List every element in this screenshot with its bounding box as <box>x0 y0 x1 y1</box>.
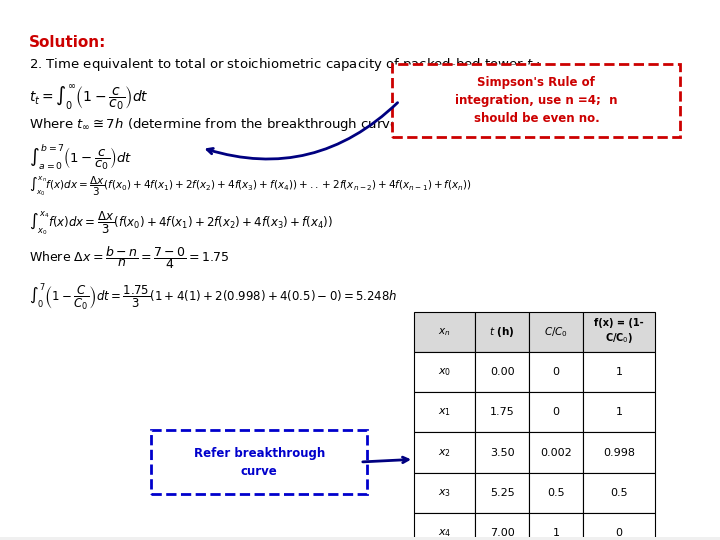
FancyBboxPatch shape <box>475 513 529 540</box>
FancyBboxPatch shape <box>529 392 583 433</box>
FancyBboxPatch shape <box>583 352 655 392</box>
Text: Where $t_{\infty} \cong 7h$ (determine from the breakthrough curve at $c/c_0$= 1: Where $t_{\infty} \cong 7h$ (determine f… <box>29 116 487 132</box>
Text: 1.75: 1.75 <box>490 407 515 417</box>
Text: $\int_{a=0}^{b=7}\left(1 - \dfrac{c}{c_0}\right)dt$: $\int_{a=0}^{b=7}\left(1 - \dfrac{c}{c_0… <box>29 143 132 172</box>
Text: f(x) = (1-
C/C$_0$): f(x) = (1- C/C$_0$) <box>595 318 644 345</box>
Text: $x_0$: $x_0$ <box>438 366 451 378</box>
FancyBboxPatch shape <box>414 513 475 540</box>
Text: 1: 1 <box>616 407 623 417</box>
Text: $x_4$: $x_4$ <box>438 527 451 539</box>
Text: 1: 1 <box>616 367 623 377</box>
FancyBboxPatch shape <box>583 513 655 540</box>
Text: $C/C_0$: $C/C_0$ <box>544 325 568 339</box>
FancyBboxPatch shape <box>529 312 583 352</box>
FancyBboxPatch shape <box>583 312 655 352</box>
Text: 3.50: 3.50 <box>490 448 515 457</box>
Text: 0.5: 0.5 <box>611 488 628 498</box>
FancyBboxPatch shape <box>475 312 529 352</box>
Text: $t_t = \int_0^{\infty}\left(1 - \dfrac{c}{c_0}\right)dt$: $t_t = \int_0^{\infty}\left(1 - \dfrac{c… <box>29 83 148 112</box>
FancyBboxPatch shape <box>475 433 529 472</box>
Text: 0: 0 <box>553 367 559 377</box>
FancyBboxPatch shape <box>414 433 475 472</box>
Text: $x_2$: $x_2$ <box>438 447 451 458</box>
Text: 0.00: 0.00 <box>490 367 515 377</box>
Text: 2. Time equivalent to total or stoichiometric capacity of packed-bed tower $t_t$: 2. Time equivalent to total or stoichiom… <box>29 56 540 73</box>
Text: 0.002: 0.002 <box>540 448 572 457</box>
FancyBboxPatch shape <box>583 392 655 433</box>
Text: $x_n$: $x_n$ <box>438 326 451 338</box>
Text: Where $\Delta x = \dfrac{b-n}{n} = \dfrac{7-0}{4} = 1.75$: Where $\Delta x = \dfrac{b-n}{n} = \dfra… <box>29 245 229 271</box>
FancyBboxPatch shape <box>529 513 583 540</box>
Text: $\int_{x_0}^{x_n} f(x)dx = \dfrac{\Delta x}{3}(f(x_0) + 4f(x_1) + 2f(x_2) + 4f(x: $\int_{x_0}^{x_n} f(x)dx = \dfrac{\Delta… <box>29 174 472 198</box>
Text: 7.00: 7.00 <box>490 528 515 538</box>
FancyBboxPatch shape <box>414 312 475 352</box>
Text: 0: 0 <box>553 407 559 417</box>
FancyBboxPatch shape <box>392 64 680 137</box>
FancyBboxPatch shape <box>414 352 475 392</box>
FancyBboxPatch shape <box>475 472 529 513</box>
Text: $x_3$: $x_3$ <box>438 487 451 499</box>
Text: $x_1$: $x_1$ <box>438 407 451 418</box>
FancyBboxPatch shape <box>414 472 475 513</box>
Text: $\int_{x_0}^{x_4} f(x)dx = \dfrac{\Delta x}{3}(f(x_0) + 4f(x_1) + 2f(x_2) + 4f(x: $\int_{x_0}^{x_4} f(x)dx = \dfrac{\Delta… <box>29 210 333 237</box>
FancyBboxPatch shape <box>151 430 367 494</box>
FancyBboxPatch shape <box>529 433 583 472</box>
Text: 5.25: 5.25 <box>490 488 515 498</box>
FancyBboxPatch shape <box>529 352 583 392</box>
FancyBboxPatch shape <box>529 472 583 513</box>
Text: 0.5: 0.5 <box>547 488 565 498</box>
FancyBboxPatch shape <box>475 352 529 392</box>
Text: Solution:: Solution: <box>29 35 106 50</box>
Text: 0: 0 <box>616 528 623 538</box>
Text: Simpson's Rule of
integration, use n =4;  n
should be even no.: Simpson's Rule of integration, use n =4;… <box>455 76 618 125</box>
Text: $t$ (h): $t$ (h) <box>490 325 515 339</box>
FancyBboxPatch shape <box>414 392 475 433</box>
Text: 0.998: 0.998 <box>603 448 635 457</box>
FancyBboxPatch shape <box>475 392 529 433</box>
Text: 1: 1 <box>553 528 559 538</box>
FancyBboxPatch shape <box>583 472 655 513</box>
FancyBboxPatch shape <box>583 433 655 472</box>
Text: Refer breakthrough
curve: Refer breakthrough curve <box>194 447 325 477</box>
Text: $\int_0^7\left(1 - \dfrac{C}{C_0}\right)dt = \dfrac{1.75}{3}(1 + 4(1) + 2(0.998): $\int_0^7\left(1 - \dfrac{C}{C_0}\right)… <box>29 282 397 313</box>
